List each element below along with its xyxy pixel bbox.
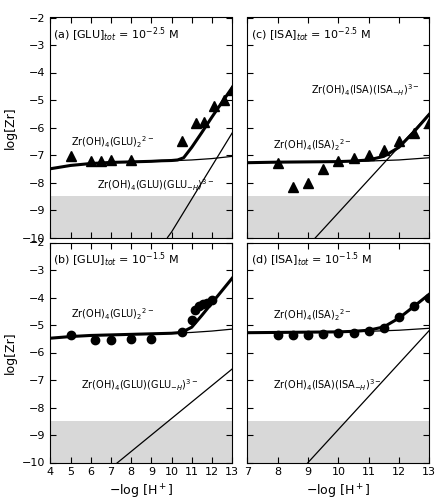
Y-axis label: log[Zr]: log[Zr] <box>4 331 17 374</box>
Text: (b) [GLU]$_{tot}$ = 10$^{-1.5}$ M: (b) [GLU]$_{tot}$ = 10$^{-1.5}$ M <box>53 250 179 268</box>
Text: Zr(OH)$_4$(GLU)$_2$$^{2-}$: Zr(OH)$_4$(GLU)$_2$$^{2-}$ <box>71 306 154 322</box>
Text: Zr(OH)$_4$(GLU)(GLU$_{-H}$)$^{3-}$: Zr(OH)$_4$(GLU)(GLU$_{-H}$)$^{3-}$ <box>81 378 198 393</box>
Text: Zr(OH)$_4$(ISA)$_2$$^{2-}$: Zr(OH)$_4$(ISA)$_2$$^{2-}$ <box>273 138 352 153</box>
Text: Zr(OH)$_4$(ISA)(ISA$_{-H}$)$^{3-}$: Zr(OH)$_4$(ISA)(ISA$_{-H}$)$^{3-}$ <box>311 82 420 98</box>
Text: (a) [GLU]$_{tot}$ = 10$^{-2.5}$ M: (a) [GLU]$_{tot}$ = 10$^{-2.5}$ M <box>53 25 179 44</box>
Text: (c) [ISA]$_{tot}$ = 10$^{-2.5}$ M: (c) [ISA]$_{tot}$ = 10$^{-2.5}$ M <box>251 25 371 44</box>
Bar <box>247 421 429 463</box>
Bar <box>247 196 429 237</box>
Bar <box>50 421 232 463</box>
Y-axis label: log[Zr]: log[Zr] <box>4 106 17 149</box>
Text: Zr(OH)$_4$(ISA)$_2$$^{2-}$: Zr(OH)$_4$(ISA)$_2$$^{2-}$ <box>273 308 352 323</box>
X-axis label: $-$log [H$^+$]: $-$log [H$^+$] <box>306 483 371 500</box>
Bar <box>50 196 232 237</box>
Text: Zr(OH)$_4$(GLU)(GLU$_{-H}$)$^{3-}$: Zr(OH)$_4$(GLU)(GLU$_{-H}$)$^{3-}$ <box>97 178 214 193</box>
Text: (d) [ISA]$_{tot}$ = 10$^{-1.5}$ M: (d) [ISA]$_{tot}$ = 10$^{-1.5}$ M <box>251 250 372 268</box>
Text: Zr(OH)$_4$(GLU)$_2$$^{2-}$: Zr(OH)$_4$(GLU)$_2$$^{2-}$ <box>71 135 154 150</box>
Text: Zr(OH)$_4$(ISA)(ISA$_{-H}$)$^{3-}$: Zr(OH)$_4$(ISA)(ISA$_{-H}$)$^{3-}$ <box>273 378 382 393</box>
X-axis label: $-$log [H$^+$]: $-$log [H$^+$] <box>109 483 173 500</box>
